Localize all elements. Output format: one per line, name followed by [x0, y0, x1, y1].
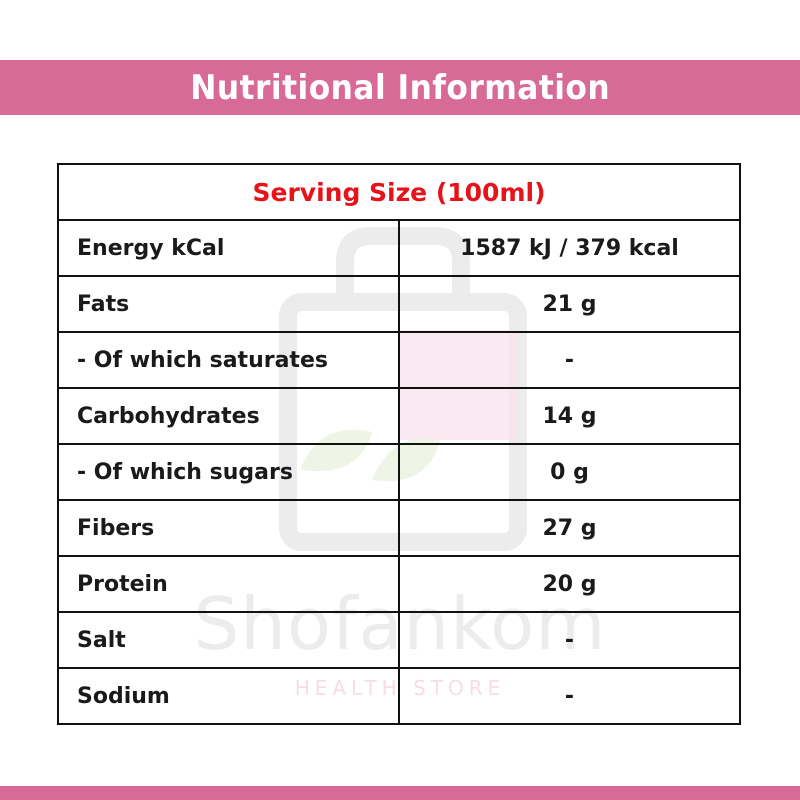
nutrient-label: Sodium [57, 667, 400, 725]
table-row: - Of which saturates - [57, 331, 741, 389]
nutrient-value: 1587 kJ / 379 kcal [398, 219, 741, 277]
nutrient-value: 27 g [398, 499, 741, 557]
page-title: Nutritional Information [190, 67, 610, 108]
nutrient-label: - Of which sugars [57, 443, 400, 501]
nutrient-value: 14 g [398, 387, 741, 445]
table-row: Fats 21 g [57, 275, 741, 333]
serving-row: Serving Size (100ml) [57, 163, 741, 221]
nutrient-label: Fats [57, 275, 400, 333]
nutrient-label: Salt [57, 611, 400, 669]
table-row: Energy kCal 1587 kJ / 379 kcal [57, 219, 741, 277]
nutrient-value: 0 g [398, 443, 741, 501]
nutrient-label: Fibers [57, 499, 400, 557]
nutrient-label: Carbohydrates [57, 387, 400, 445]
nutrient-value: - [398, 331, 741, 389]
table-row: Carbohydrates 14 g [57, 387, 741, 445]
nutrient-value: - [398, 667, 741, 725]
nutrient-value: 20 g [398, 555, 741, 613]
header-band: Nutritional Information [0, 60, 800, 115]
serving-size: Serving Size (100ml) [57, 163, 741, 221]
nutrient-label: Protein [57, 555, 400, 613]
table-row: - Of which sugars 0 g [57, 443, 741, 501]
nutrient-label: Energy kCal [57, 219, 400, 277]
nutrient-value: - [398, 611, 741, 669]
footer-band [0, 786, 800, 800]
table-row: Salt - [57, 611, 741, 669]
nutrient-value: 21 g [398, 275, 741, 333]
table-row: Sodium - [57, 667, 741, 725]
nutrient-label: - Of which saturates [57, 331, 400, 389]
table-row: Protein 20 g [57, 555, 741, 613]
table-row: Fibers 27 g [57, 499, 741, 557]
nutrition-table: Serving Size (100ml) Energy kCal 1587 kJ… [57, 163, 741, 725]
